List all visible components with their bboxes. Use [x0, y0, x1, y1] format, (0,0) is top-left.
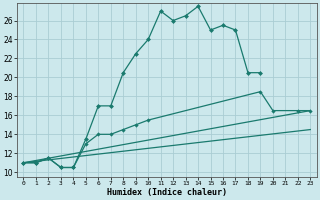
X-axis label: Humidex (Indice chaleur): Humidex (Indice chaleur): [107, 188, 227, 197]
